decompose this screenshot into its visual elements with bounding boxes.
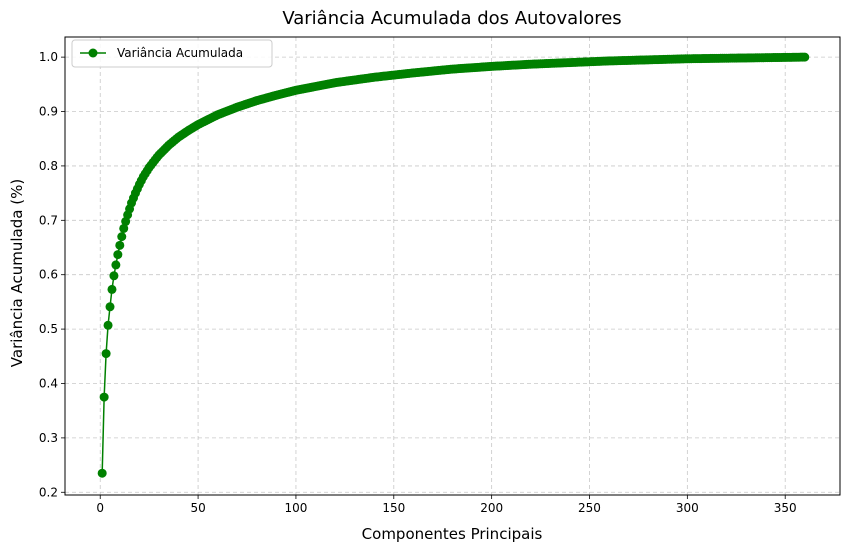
legend-entry: Variância Acumulada bbox=[117, 46, 243, 60]
x-tick-label: 250 bbox=[578, 501, 601, 515]
x-tick-label: 100 bbox=[284, 501, 307, 515]
x-axis-label: Componentes Principais bbox=[362, 525, 543, 543]
legend-marker bbox=[88, 48, 98, 58]
y-tick-label: 0.3 bbox=[39, 431, 58, 445]
y-axis-label: Variância Acumulada (%) bbox=[8, 179, 26, 367]
data-point bbox=[111, 260, 121, 270]
legend: Variância Acumulada bbox=[71, 39, 273, 68]
y-tick-label: 0.2 bbox=[39, 485, 58, 499]
data-point bbox=[103, 320, 113, 330]
y-tick-label: 1.0 bbox=[39, 50, 58, 64]
data-point bbox=[101, 349, 111, 359]
x-axis: 0 50 100 150 200 250 300 350 bbox=[96, 495, 797, 515]
data-point bbox=[107, 284, 117, 294]
data-point bbox=[97, 468, 107, 478]
data-point bbox=[115, 240, 125, 250]
data-point bbox=[105, 302, 115, 312]
x-tick-label: 200 bbox=[480, 501, 503, 515]
y-tick-label: 0.9 bbox=[39, 105, 58, 119]
data-point bbox=[109, 271, 119, 281]
y-tick-label: 0.6 bbox=[39, 268, 58, 282]
y-tick-label: 0.7 bbox=[39, 213, 58, 227]
data-point bbox=[117, 232, 127, 242]
x-tick-label: 50 bbox=[190, 501, 205, 515]
x-tick-label: 0 bbox=[96, 501, 104, 515]
y-tick-label: 0.8 bbox=[39, 159, 58, 173]
chart-title: Variância Acumulada dos Autovalores bbox=[282, 8, 621, 29]
data-point bbox=[99, 392, 109, 402]
y-tick-label: 0.4 bbox=[39, 376, 58, 390]
grid bbox=[65, 37, 840, 495]
y-axis: 0.2 0.3 0.4 0.5 0.6 0.7 0.8 0.9 1.0 bbox=[39, 50, 65, 499]
legend-box bbox=[71, 39, 273, 68]
x-tick-label: 300 bbox=[676, 501, 699, 515]
series-layer bbox=[97, 52, 810, 478]
plot-frame bbox=[64, 36, 841, 496]
y-tick-label: 0.5 bbox=[39, 322, 58, 336]
data-point bbox=[113, 250, 123, 260]
x-tick-label: 150 bbox=[382, 501, 405, 515]
data-point bbox=[119, 223, 129, 233]
x-tick-label: 350 bbox=[774, 501, 797, 515]
data-point bbox=[800, 52, 810, 62]
